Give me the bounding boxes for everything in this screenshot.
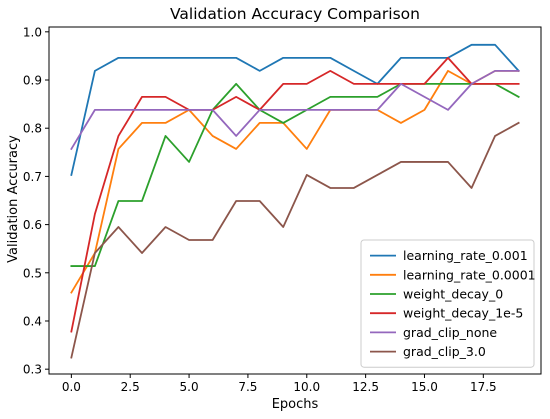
legend-label-weight-decay-0: weight_decay_0 [403,287,503,302]
y-tick-label: 0.3 [23,363,42,377]
legend-label-learning-rate-0-001: learning_rate_0.001 [403,248,528,263]
series-line-learning-rate-0-0001 [70,69,520,294]
legend-label-grad-clip-none: grad_clip_none [403,325,497,340]
y-tick-label: 0.7 [23,170,42,184]
x-tick-label: 12.5 [352,380,379,394]
x-tick-label: 15.0 [411,380,438,394]
chart-title: Validation Accuracy Comparison [170,5,420,23]
x-tick-label: 7.5 [238,380,257,394]
plot-frame [48,26,542,375]
x-tick-label: 2.5 [121,380,140,394]
legend: learning_rate_0.001 learning_rate_0.0001w… [360,239,536,368]
y-tick-label: 0.6 [23,218,42,232]
y-tick-label: 0.4 [23,314,42,328]
y-axis-title: Validation Accuracy [6,135,21,263]
plot-area: 0.0 2.5 5.0 7.5 10.0 12.5 15.0 17.5 0.3 0.4 0.5 0.6… [23,25,542,394]
series-line-grad-clip-3-0 [70,121,520,359]
series-line-learning-rate-0-001 [70,43,520,177]
x-axis-title: Epochs [272,397,319,412]
y-tick-label: 0.9 [23,74,42,88]
x-tick-label: 10.0 [293,380,320,394]
x-tick-label: 17.5 [470,380,497,394]
legend-label-weight-decay-1e-5: weight_decay_1e-5 [403,306,523,321]
x-tick-label: 0.0 [62,380,81,394]
y-tick-label: 0.8 [23,122,42,136]
legend-label-learning-rate-0-0001: learning_rate_0.0001 [403,267,536,282]
series-line-weight-decay-1e-5 [70,56,520,333]
legend-label-grad-clip-3-0: grad_clip_3.0 [403,344,486,359]
x-tick-label: 5.0 [180,380,199,394]
legend-box [360,239,535,368]
y-tick-label: 1.0 [23,25,42,39]
y-tick-label: 0.5 [23,266,42,280]
series-line-weight-decay-0 [70,82,520,267]
series-line-grad-clip-none [70,69,520,151]
